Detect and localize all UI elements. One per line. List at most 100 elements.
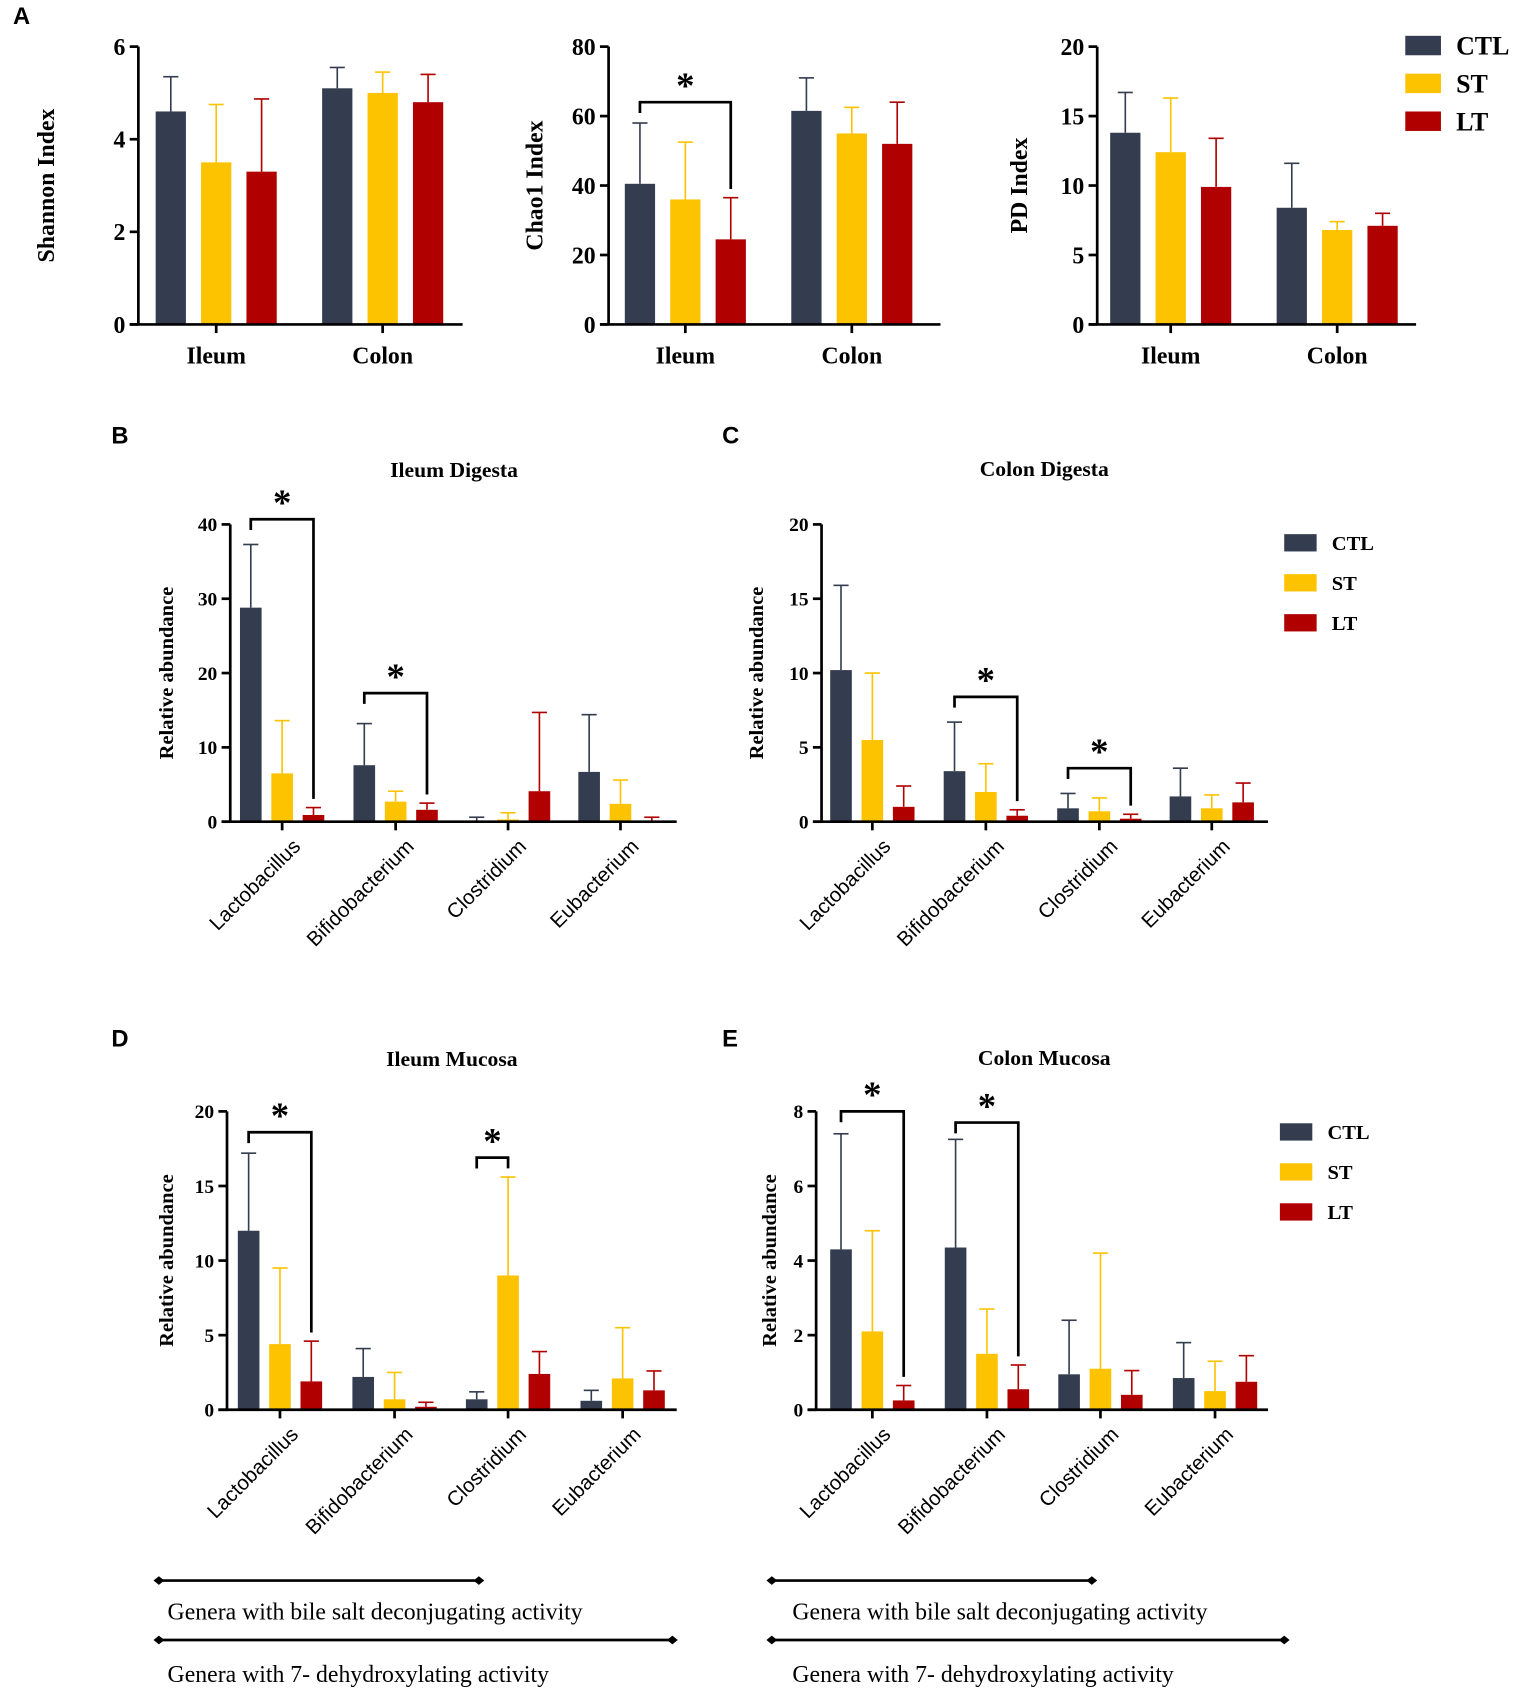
y-tick-label: 4 <box>114 128 126 154</box>
y-tick-label: 15 <box>789 590 808 611</box>
bar-st <box>269 1344 291 1410</box>
footnote-dehydroxylating: Genera with 7- dehydroxylating activity <box>168 1662 550 1688</box>
bar-ctl <box>830 1249 852 1410</box>
bar-ctl <box>239 607 262 822</box>
chart-panel: B Ileum Digesta 0 10 20 30 40 Relative abundanc… <box>111 422 677 951</box>
significance-bracket <box>475 1156 510 1169</box>
y-tick-label: 5 <box>204 1326 214 1347</box>
footnote-bile-salt: Genera with bile salt deconjugating acti… <box>168 1599 583 1625</box>
y-axis-label: Relative abundance <box>746 587 768 760</box>
arrow-head-icon <box>766 1635 778 1645</box>
bar-lt <box>892 1400 915 1410</box>
bar-lt <box>882 143 913 325</box>
legend-label: CTL <box>1456 32 1509 61</box>
legend-swatch-st <box>1284 574 1317 592</box>
bar-st <box>497 1275 519 1410</box>
panel-label: A <box>13 3 30 30</box>
bar-ctl <box>322 88 353 325</box>
bar-st <box>976 1353 998 1410</box>
x-tick-label: Clostridium <box>1035 1423 1124 1512</box>
y-tick-label: 10 <box>1060 174 1084 200</box>
x-tick-label: Ileum <box>186 343 246 369</box>
significance-star: * <box>977 660 995 701</box>
bar-ctl <box>1172 1378 1195 1410</box>
bar-ctl <box>791 110 822 325</box>
y-tick-label: 0 <box>204 1401 214 1422</box>
arrow-head-icon <box>766 1576 778 1585</box>
y-tick-label: 6 <box>114 35 126 61</box>
bar-st <box>861 739 884 822</box>
bar-lt <box>892 806 915 822</box>
chart-title: Colon Digesta <box>980 457 1109 481</box>
y-tick-label: 6 <box>793 1177 803 1198</box>
legend-swatch-st <box>1279 1163 1313 1181</box>
bar-st <box>1322 229 1353 325</box>
arrow-head-icon <box>153 1635 165 1645</box>
y-tick-label: 0 <box>114 313 126 339</box>
arrow-head-icon <box>1086 1576 1098 1585</box>
bar-ctl <box>624 183 656 325</box>
bar-ctl <box>1057 808 1079 822</box>
x-tick-label: Eubacterium <box>546 835 644 933</box>
bar-lt <box>300 1381 323 1410</box>
significance-bracket <box>638 100 733 190</box>
legend-swatch-ctl <box>1284 534 1317 552</box>
x-tick-label: Lactobacillus <box>203 1423 303 1523</box>
x-tick-label: Clostridium <box>442 835 531 924</box>
y-tick-label: 20 <box>198 664 217 685</box>
arrow-head-icon <box>153 1576 165 1585</box>
significance-star: * <box>273 482 291 523</box>
y-tick-label: 5 <box>1072 243 1084 269</box>
y-tick-label: 40 <box>572 174 596 200</box>
bar-st <box>975 791 997 822</box>
x-tick-label: Bifidobacterium <box>302 835 418 951</box>
bar-ctl <box>155 111 186 325</box>
chart-title: Colon Mucosa <box>978 1046 1111 1070</box>
bar-ctl <box>352 1376 375 1410</box>
x-tick-label: Bifidobacterium <box>893 835 1009 951</box>
y-tick-label: 2 <box>793 1326 803 1347</box>
panel-label: B <box>111 422 128 449</box>
y-axis-label: Chao1 Index <box>523 120 549 250</box>
y-tick-label: 10 <box>789 664 808 685</box>
significance-bracket <box>247 1130 313 1333</box>
significance-star: * <box>978 1085 996 1126</box>
chart-panel: C Colon Digesta 0 5 10 15 20 Relative abundance… <box>722 422 1268 951</box>
x-tick-label: Lactobacillus <box>795 835 895 935</box>
x-tick-label: Colon <box>352 343 413 369</box>
x-tick-label: Bifidobacterium <box>894 1423 1010 1539</box>
bar-lt <box>528 1373 551 1410</box>
bar-st <box>383 1399 406 1410</box>
bar-lt <box>1007 1389 1030 1410</box>
y-axis-label: Shannon Index <box>34 108 60 262</box>
y-tick-label: 0 <box>208 813 218 834</box>
legend-label: ST <box>1332 573 1357 595</box>
significance-star: * <box>386 656 404 697</box>
y-tick-label: 30 <box>198 590 217 611</box>
y-tick-label: 10 <box>195 1251 214 1272</box>
legend-swatch-lt <box>1405 111 1441 131</box>
bar-st <box>384 801 407 822</box>
bar-st <box>1204 1391 1226 1410</box>
y-tick-label: 15 <box>195 1177 214 1198</box>
legend-label: CTL <box>1327 1122 1369 1144</box>
bar-lt <box>1200 186 1232 325</box>
y-tick-label: 8 <box>793 1102 803 1123</box>
chart-panel: A 0 2 4 6 Shannon Index Ileum Colon <box>13 3 463 369</box>
x-tick-label: Lactobacillus <box>795 1423 895 1523</box>
panel-label: C <box>722 422 739 449</box>
significance-star: * <box>1090 731 1108 772</box>
y-tick-label: 5 <box>799 738 809 759</box>
bar-ctl <box>1276 207 1307 325</box>
chart-panel: E Colon Mucosa 0 2 4 6 8 Relative abundance Lact… <box>722 1026 1268 1539</box>
bar-lt <box>1232 802 1254 822</box>
bar-lt <box>415 1406 437 1410</box>
bar-st <box>201 162 232 325</box>
y-tick-label: 40 <box>198 515 217 536</box>
significance-bracket <box>839 1110 906 1377</box>
bar-lt <box>1119 818 1142 822</box>
legend-label: ST <box>1456 69 1488 98</box>
y-tick-label: 20 <box>195 1102 214 1123</box>
panel-label: E <box>722 1026 738 1053</box>
y-tick-label: 20 <box>1060 35 1084 61</box>
